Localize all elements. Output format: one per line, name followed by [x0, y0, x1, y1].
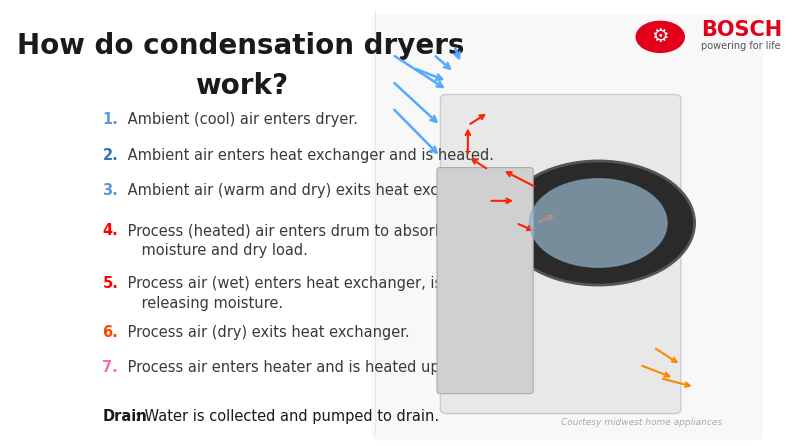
Circle shape — [502, 161, 695, 285]
Text: 2.: 2. — [102, 148, 118, 163]
Text: Drain: Drain — [102, 409, 147, 424]
Text: Process air (wet) enters heat exchanger, is cooled
    releasing moisture.: Process air (wet) enters heat exchanger,… — [123, 276, 495, 311]
FancyBboxPatch shape — [437, 168, 533, 394]
Text: Process air (dry) exits heat exchanger.: Process air (dry) exits heat exchanger. — [123, 325, 409, 340]
Text: work?: work? — [195, 72, 287, 100]
Text: Ambient air enters heat exchanger and is heated.: Ambient air enters heat exchanger and is… — [123, 148, 494, 163]
Circle shape — [636, 21, 684, 52]
Text: 3.: 3. — [102, 183, 118, 198]
Text: powering for life: powering for life — [702, 41, 781, 51]
Text: ⚙: ⚙ — [652, 27, 669, 46]
Text: 7.: 7. — [102, 360, 118, 376]
Text: : Water is collected and pumped to drain.: : Water is collected and pumped to drain… — [135, 409, 439, 424]
Text: Process (heated) air enters drum to absorb
    moisture and dry load.: Process (heated) air enters drum to abso… — [123, 223, 444, 258]
FancyBboxPatch shape — [440, 95, 681, 413]
Circle shape — [530, 179, 667, 267]
Text: Courtesy midwest home appliances: Courtesy midwest home appliances — [561, 418, 722, 427]
Text: Process air enters heater and is heated up.: Process air enters heater and is heated … — [123, 360, 444, 376]
Text: 4.: 4. — [102, 223, 118, 238]
Text: BOSCH: BOSCH — [702, 20, 782, 40]
Text: Ambient air (warm and dry) exits heat exchanger.: Ambient air (warm and dry) exits heat ex… — [123, 183, 494, 198]
Text: 1.: 1. — [102, 112, 118, 127]
Text: How do condensation dryers: How do condensation dryers — [17, 33, 465, 60]
Text: Ambient (cool) air enters dryer.: Ambient (cool) air enters dryer. — [123, 112, 358, 127]
FancyBboxPatch shape — [371, 15, 763, 440]
Text: 5.: 5. — [102, 276, 118, 291]
Text: 6.: 6. — [102, 325, 118, 340]
